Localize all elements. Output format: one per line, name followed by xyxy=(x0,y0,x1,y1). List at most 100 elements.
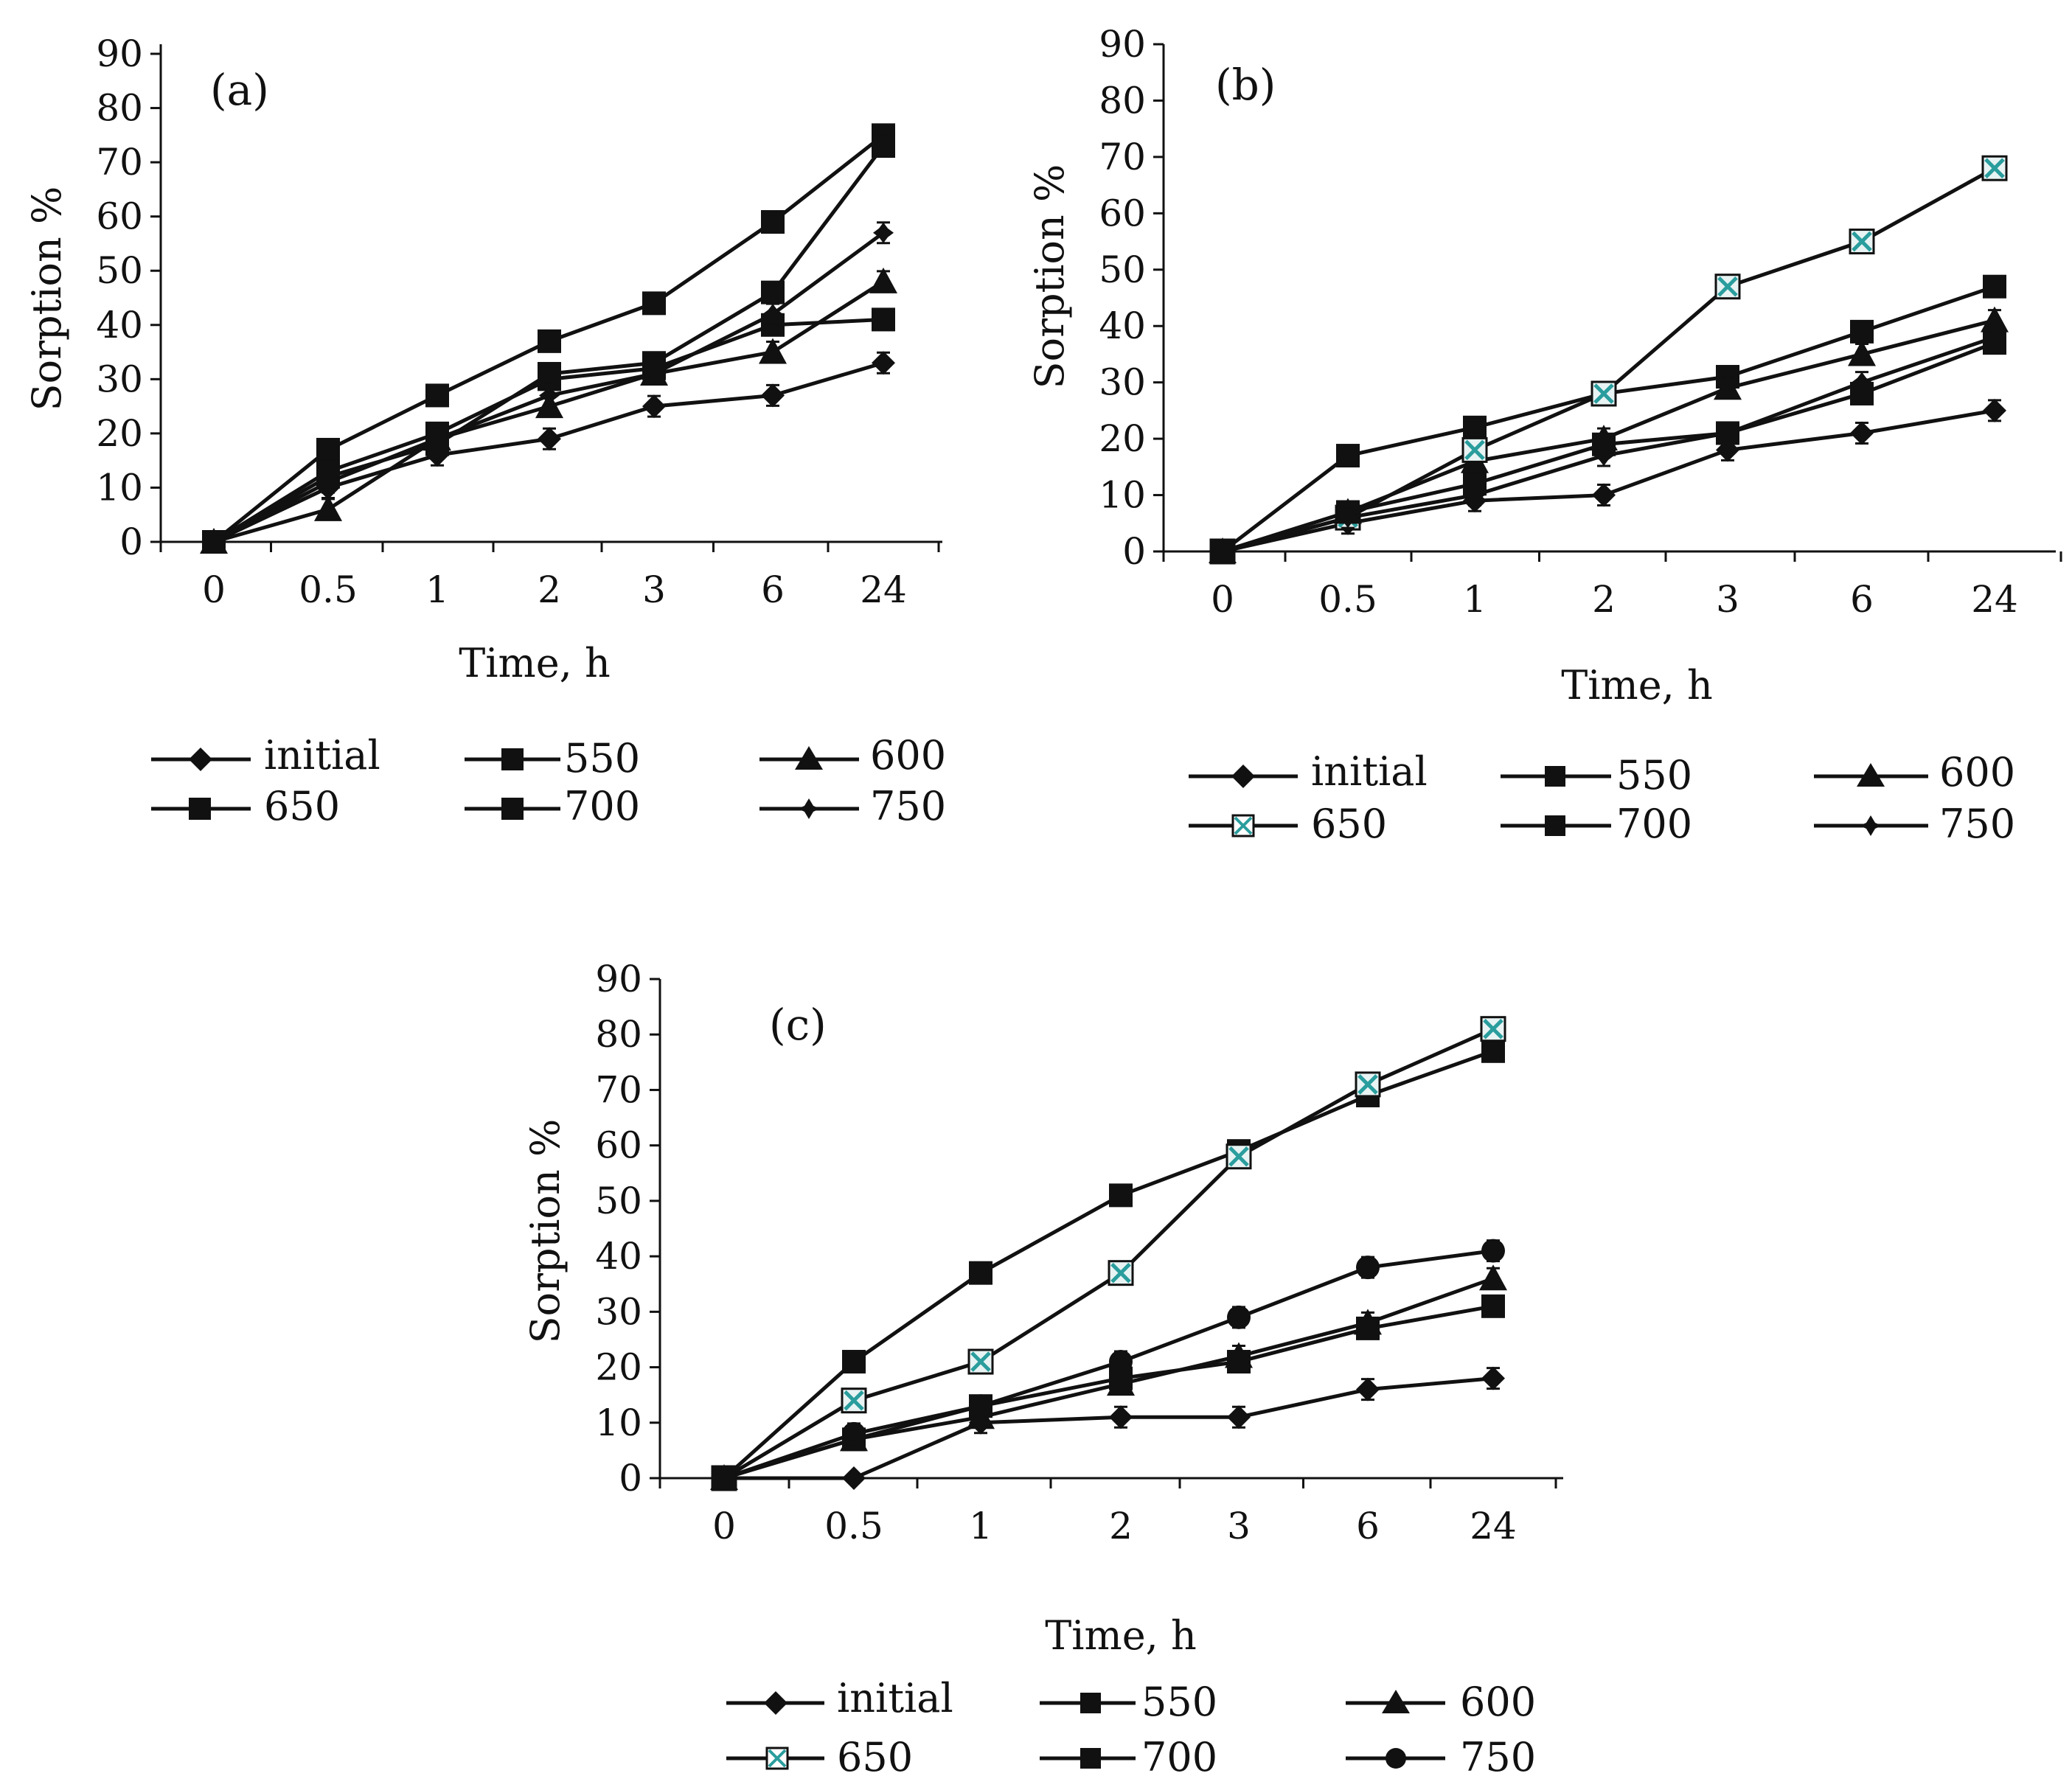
data-point-marker xyxy=(1109,1183,1133,1208)
y-tick-label: 60 xyxy=(96,195,143,238)
legend-label: 700 xyxy=(564,783,640,829)
y-tick-label: 20 xyxy=(96,412,143,455)
x-axis-title: Time, h xyxy=(1561,662,1713,708)
x-tick-label: 2 xyxy=(1592,578,1616,621)
data-point-marker xyxy=(1850,421,1874,445)
data-point-marker xyxy=(1463,415,1487,439)
data-point-marker xyxy=(872,351,895,375)
x-tick-label: 1 xyxy=(1463,578,1487,621)
data-point-marker xyxy=(1338,507,1358,529)
legend-marker-triangle xyxy=(1382,1690,1410,1713)
x-tick-label: 0.5 xyxy=(824,1505,883,1547)
panel-label: (c) xyxy=(769,1000,827,1050)
data-point-marker xyxy=(1590,380,1617,407)
series-600 xyxy=(710,1264,1507,1490)
data-point-marker xyxy=(538,427,561,451)
legend-label: 700 xyxy=(1141,1734,1217,1780)
data-point-marker xyxy=(872,307,895,332)
data-point-marker xyxy=(318,472,338,493)
legend-marker-square xyxy=(1080,1748,1101,1769)
data-point-marker xyxy=(538,329,561,353)
series-750 xyxy=(1212,326,2005,562)
panel-a: 0 10 20 30 40 50 60 70 80 90 0 0.5 1 2 3 6 24 (a) Time,… xyxy=(24,32,946,829)
y-tick-label: 90 xyxy=(96,32,143,75)
x-tick-label: 2 xyxy=(538,568,561,611)
legend-item-550: 550 xyxy=(465,735,640,781)
data-point-marker xyxy=(1464,484,1485,506)
legend-marker-diamond xyxy=(1231,765,1255,788)
data-point-marker xyxy=(642,291,666,316)
x-tick-label: 3 xyxy=(1227,1505,1251,1547)
panel-c: 0 10 20 30 40 50 60 70 80 90 0 0.5 1 2 3 6 24 (c) Time,… xyxy=(522,958,1563,1780)
legend-marker-triangle xyxy=(1857,763,1885,787)
legend-label: initial xyxy=(264,732,380,779)
legend-marker-square xyxy=(501,748,524,770)
series-700 xyxy=(712,1294,1505,1490)
data-point-marker xyxy=(759,338,787,364)
data-point-marker xyxy=(204,532,224,552)
legend-item-initial: initial xyxy=(1189,748,1428,795)
legend-marker-square xyxy=(1545,815,1565,836)
panel-b: 0 10 20 30 40 50 60 70 80 90 0 0.5 1 2 3 6 24 (b) Time,… xyxy=(1026,23,2062,847)
data-point-marker xyxy=(314,495,342,521)
data-point-marker xyxy=(1356,1256,1380,1280)
y-tick-label: 0 xyxy=(1122,530,1146,573)
y-axis-title: Sorption % xyxy=(522,1119,569,1344)
data-point-marker xyxy=(1481,1366,1505,1390)
legend-item-750: 750 xyxy=(1814,801,2015,847)
legend: initial 550 600 650 700 xyxy=(151,732,946,829)
data-point-marker xyxy=(539,385,560,406)
legend: initial 550 600 650 xyxy=(1189,748,2015,847)
data-point-marker xyxy=(1226,1143,1252,1170)
series-initial xyxy=(712,1366,1505,1490)
x-tick-label: 1 xyxy=(969,1505,992,1547)
legend-marker-circle xyxy=(1386,1748,1406,1769)
legend-marker-diamond xyxy=(764,1691,788,1715)
data-point-marker xyxy=(1849,229,1875,255)
legend: initial 550 600 650 xyxy=(726,1675,1536,1780)
legend-marker-square xyxy=(1080,1693,1101,1713)
data-point-marker xyxy=(1481,1039,1505,1063)
y-tick-label: 40 xyxy=(96,304,143,346)
y-tick-label: 10 xyxy=(595,1401,642,1444)
data-point-marker xyxy=(1984,327,2005,348)
series-650 xyxy=(1209,155,2008,565)
data-point-marker xyxy=(1109,1350,1133,1374)
x-tick-label: 0 xyxy=(202,568,226,611)
data-point-marker xyxy=(1852,372,1872,393)
y-tick-label: 10 xyxy=(96,466,143,509)
y-tick-label: 90 xyxy=(1099,23,1146,66)
series-750 xyxy=(712,1239,1505,1490)
data-point-marker xyxy=(712,1466,736,1490)
x-tick-label: 24 xyxy=(1971,578,2018,621)
y-tick-label: 30 xyxy=(595,1290,642,1333)
x-tick-label: 6 xyxy=(761,568,785,611)
legend-marker-star xyxy=(798,798,820,819)
legend-label: 650 xyxy=(1311,801,1387,847)
data-point-marker xyxy=(1714,274,1741,300)
y-tick-label: 0 xyxy=(119,520,143,563)
data-point-marker xyxy=(1848,340,1876,366)
legend-label: 550 xyxy=(1141,1679,1217,1725)
data-point-marker xyxy=(1336,444,1360,468)
data-point-marker xyxy=(1714,374,1742,400)
legend-label: initial xyxy=(837,1675,953,1721)
data-point-marker xyxy=(1981,155,2008,181)
y-tick-label: 30 xyxy=(96,358,143,400)
data-point-marker xyxy=(642,394,666,419)
data-point-marker xyxy=(427,428,448,450)
data-point-marker xyxy=(1356,1316,1380,1340)
data-point-marker xyxy=(1461,436,1488,463)
legend-item-550: 550 xyxy=(1040,1679,1217,1725)
y-tick-label: 40 xyxy=(595,1235,642,1278)
panel-label: (b) xyxy=(1215,60,1276,110)
legend-item-550: 550 xyxy=(1501,752,1692,798)
data-point-marker xyxy=(969,1394,992,1418)
legend-item-700: 700 xyxy=(1501,801,1692,847)
legend-item-750: 750 xyxy=(1346,1734,1536,1780)
y-tick-label: 80 xyxy=(1099,79,1146,122)
series-750 xyxy=(204,221,894,552)
data-point-marker xyxy=(761,280,785,304)
data-point-marker xyxy=(967,1348,994,1375)
